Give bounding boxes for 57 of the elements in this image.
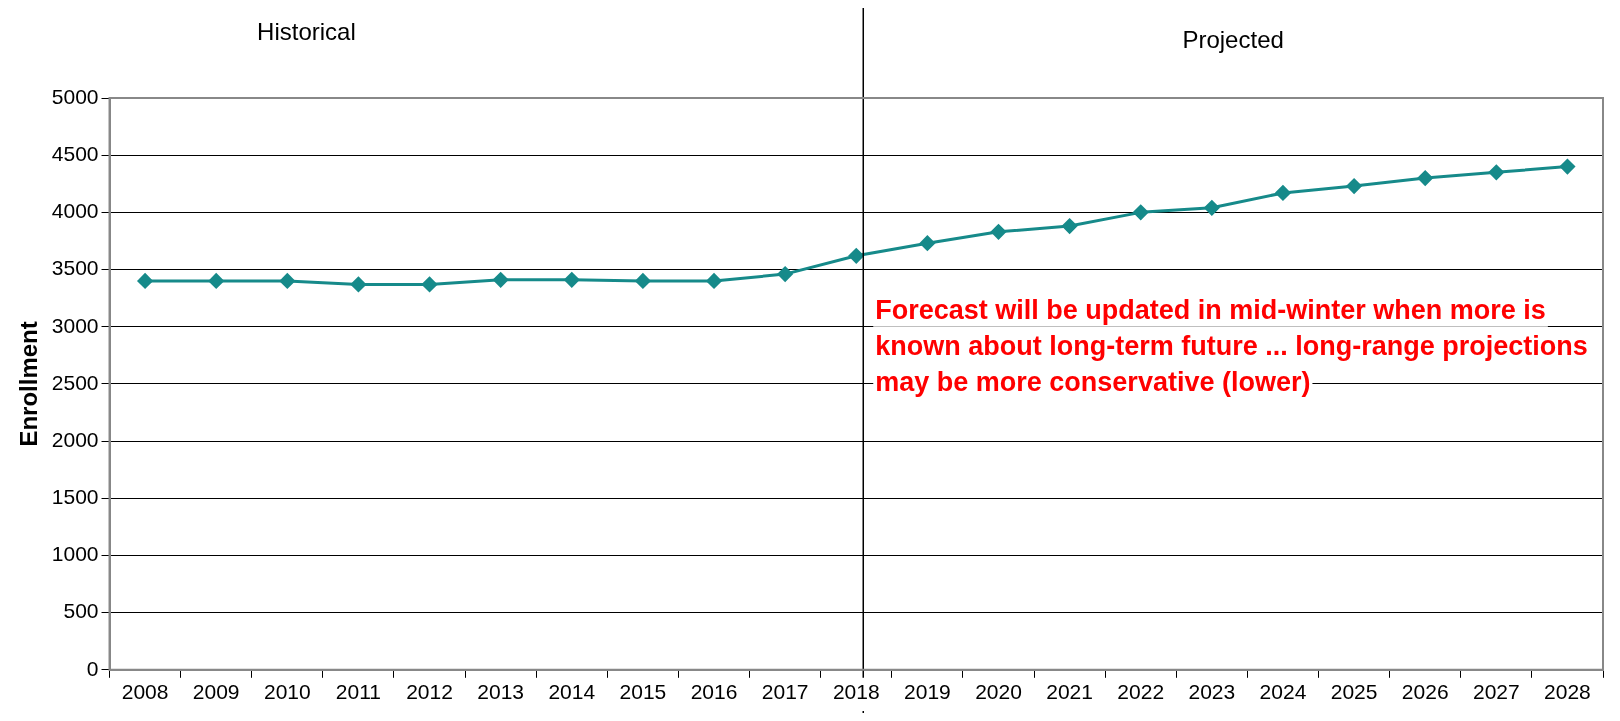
x-tick-label: 2016 (690, 680, 738, 704)
point (848, 248, 864, 264)
x-tick-label: 2013 (477, 680, 525, 704)
point (493, 272, 509, 288)
point (1488, 164, 1504, 180)
point (1275, 185, 1291, 201)
y-tick-label: 2500 (51, 370, 99, 394)
point (1204, 200, 1220, 216)
y-tick-label: 3500 (51, 256, 99, 280)
y-axis-title: Enrollment (15, 321, 43, 447)
point (137, 273, 153, 289)
point (350, 276, 366, 292)
point (706, 273, 722, 289)
y-tick-label: 1000 (51, 542, 99, 566)
x-tick-label: 2023 (1188, 680, 1236, 704)
point (208, 273, 224, 289)
point (1417, 170, 1433, 186)
point (991, 224, 1006, 240)
text: Projected (1182, 26, 1284, 53)
point (1133, 204, 1149, 220)
x-tick-label: 2012 (406, 680, 453, 704)
x-tick-label: 2024 (1259, 680, 1307, 704)
x-tick-label: 2025 (1330, 680, 1378, 704)
x-tick-label: 2022 (1117, 680, 1165, 704)
x-tick-label: 2010 (263, 680, 311, 704)
y-tick-label: 5000 (51, 84, 99, 108)
x-tick-label: 2020 (975, 680, 1022, 704)
point (1346, 178, 1362, 194)
y-tick-label: 1500 (51, 485, 99, 509)
x-tick-label: 2018 (832, 680, 880, 704)
point (564, 272, 580, 288)
x-tick-label: 2028 (1544, 680, 1591, 704)
x-tick-label: 2027 (1472, 680, 1520, 704)
text: Historical (257, 18, 356, 45)
x-tick-label: 2015 (619, 680, 667, 704)
y-tick-label: 3000 (51, 313, 99, 337)
y-tick-label: 0 (86, 656, 99, 680)
y-tick-label: 2000 (51, 427, 99, 451)
point (635, 273, 651, 289)
point (1559, 159, 1575, 175)
y-tick-label: 500 (63, 599, 99, 623)
y-tick-label: 4000 (51, 199, 99, 223)
x-tick-label: 2019 (904, 680, 951, 704)
x-tick-label: 2017 (761, 680, 809, 704)
x-tick-label: 2014 (548, 680, 596, 704)
annotation: Forecast will be updated in mid-winter when more is known about long-term future ... long-range projections may be more conservative (lower) (875, 294, 1588, 397)
x-tick-label: 2011 (335, 680, 382, 704)
point (919, 235, 935, 251)
point (422, 276, 438, 292)
x-tick-label: 2008 (121, 680, 169, 704)
x-tick-label: 2021 (1046, 680, 1093, 704)
x-tick-label: 2026 (1401, 680, 1449, 704)
point (777, 266, 793, 282)
y-tick-label: 4500 (51, 141, 99, 165)
point (279, 273, 295, 289)
x-tick-label: 2009 (192, 680, 240, 704)
point (1062, 218, 1078, 234)
